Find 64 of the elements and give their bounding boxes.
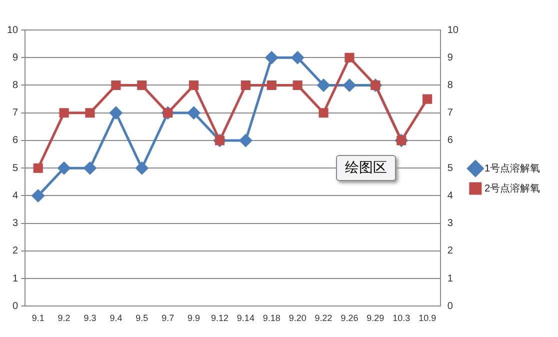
legend-label: 1号点溶解氧 xyxy=(484,162,540,174)
y-tick-label: 0 xyxy=(12,300,19,312)
y2-tick-label: 9 xyxy=(447,52,454,64)
y2-tick-label: 5 xyxy=(447,162,454,174)
point xyxy=(58,162,70,174)
point xyxy=(292,80,302,90)
y-tick-label: 2 xyxy=(12,246,19,257)
point xyxy=(344,52,354,62)
point xyxy=(240,80,250,90)
x-tick-label: 10.9 xyxy=(418,313,436,324)
x-tick-label: 9.5 xyxy=(136,313,148,324)
point xyxy=(110,106,122,120)
y-tick-label: 8 xyxy=(12,80,19,91)
x-tick-label: 9.22 xyxy=(314,313,332,324)
point xyxy=(188,106,200,120)
point xyxy=(239,134,252,147)
y2-tick-label: 10 xyxy=(447,24,459,36)
point xyxy=(317,78,330,92)
point xyxy=(32,189,44,202)
y-tick-label: 1 xyxy=(12,273,19,284)
x-tick-label: 10.3 xyxy=(392,313,410,324)
legend-label: 2号点溶解氧 xyxy=(484,182,540,194)
y-tick-label: 10 xyxy=(7,24,19,36)
x-tick-label: 9.12 xyxy=(210,313,229,324)
x-tick-label: 9.1 xyxy=(32,313,44,324)
point xyxy=(266,80,276,90)
y2-tick-label: 3 xyxy=(447,218,454,230)
point xyxy=(136,162,148,174)
x-tick-label: 9.3 xyxy=(84,313,96,324)
x-tick-label: 9.18 xyxy=(262,313,280,324)
y-tick-label: 3 xyxy=(12,218,19,230)
point xyxy=(265,51,278,64)
x-tick-label: 9.26 xyxy=(340,313,358,324)
annotation: 绘图区 xyxy=(336,155,396,181)
point xyxy=(343,78,356,92)
x-tick-label: 9.14 xyxy=(236,313,254,324)
point xyxy=(318,108,328,118)
y2-tick-label: 6 xyxy=(447,135,454,146)
point xyxy=(111,80,121,90)
y-tick-label: 4 xyxy=(12,190,19,202)
point xyxy=(33,163,43,173)
y2-tick-label: 8 xyxy=(447,80,454,91)
y-tick-label: 5 xyxy=(12,162,19,174)
y2-tick-label: 2 xyxy=(447,246,454,257)
x-tick-label: 9.2 xyxy=(58,313,70,324)
point xyxy=(137,80,147,90)
y2-tick-label: 1 xyxy=(447,273,454,284)
point xyxy=(422,94,432,104)
x-tick-label: 9.29 xyxy=(366,313,384,324)
x-tick-label: 9.9 xyxy=(188,313,200,324)
point xyxy=(84,162,96,174)
x-tick-label: 9.4 xyxy=(110,313,122,324)
point xyxy=(85,108,95,118)
y2-tick-label: 4 xyxy=(447,190,454,202)
point xyxy=(189,80,199,90)
point xyxy=(59,108,69,118)
y-tick-label: 9 xyxy=(12,52,19,64)
point xyxy=(291,51,304,64)
y2-tick-label: 0 xyxy=(447,300,454,312)
x-tick-label: 9.20 xyxy=(288,313,306,324)
y2-tick-label: 7 xyxy=(447,108,454,119)
y-tick-label: 7 xyxy=(12,108,19,119)
y-tick-label: 6 xyxy=(12,135,19,146)
x-tick-label: 9.7 xyxy=(162,313,174,324)
